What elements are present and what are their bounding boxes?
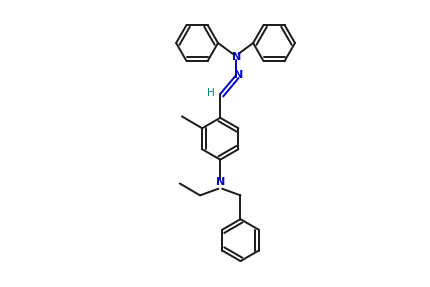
Text: N: N [215, 177, 224, 187]
Text: N: N [233, 70, 242, 80]
Text: N: N [231, 52, 240, 62]
Text: H: H [207, 88, 215, 98]
